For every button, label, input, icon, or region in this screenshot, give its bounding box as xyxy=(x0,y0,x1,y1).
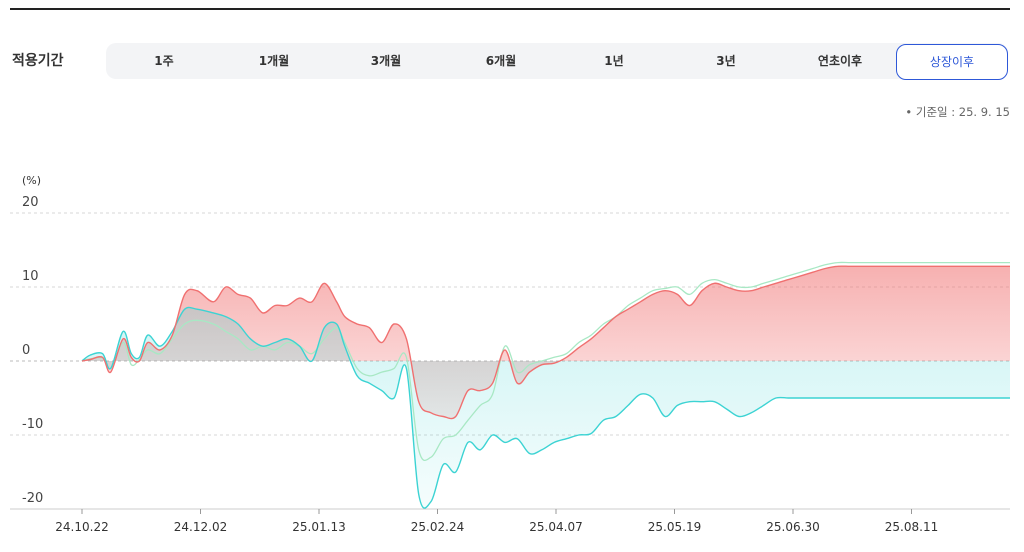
period-selector: 1주 1개월 3개월 6개월 1년 3년 연초이후 상장이후 xyxy=(106,43,1008,80)
x-tick-label: 25.04.07 xyxy=(529,520,582,534)
period-3y-button[interactable]: 3년 xyxy=(716,54,736,68)
x-tick-label: 24.12.02 xyxy=(174,520,227,534)
period-1w-button[interactable]: 1주 xyxy=(154,54,174,68)
period-3m-button[interactable]: 3개월 xyxy=(370,54,402,68)
top-divider xyxy=(10,8,1010,10)
period-1y-button[interactable]: 1년 xyxy=(604,54,624,68)
series-fund-line xyxy=(81,265,1010,420)
x-tick-label: 25.01.13 xyxy=(292,520,345,534)
y-tick-label: 0 xyxy=(22,343,30,358)
series-benchmark-line xyxy=(81,306,1010,509)
period-6m-button[interactable]: 6개월 xyxy=(485,54,517,68)
period-since-listing-button[interactable]: 상장이후 xyxy=(896,44,1008,80)
x-tick-label: 24.10.22 xyxy=(55,520,108,534)
series-benchmark-area xyxy=(82,307,1010,509)
x-tick-label: 25.05.19 xyxy=(648,520,701,534)
y-tick-label: -20 xyxy=(22,491,43,506)
y-tick-label: -10 xyxy=(22,417,43,432)
base-date: • 기준일 : 25. 9. 15 xyxy=(905,105,1010,119)
period-ytd-button[interactable]: 연초이후 xyxy=(817,54,863,68)
x-tick-label: 25.08.11 xyxy=(885,520,938,534)
series-fund-area xyxy=(82,266,1010,419)
y-tick-label: 20 xyxy=(22,195,39,210)
x-tick-label: 25.02.24 xyxy=(411,520,464,534)
period-label: 적용기간 xyxy=(12,53,64,69)
y-tick-label: 10 xyxy=(22,269,39,284)
y-axis-unit: (%) xyxy=(22,174,42,187)
x-tick-label: 25.06.30 xyxy=(766,520,819,534)
period-1m-button[interactable]: 1개월 xyxy=(258,54,290,68)
series-index-line xyxy=(81,261,1010,462)
